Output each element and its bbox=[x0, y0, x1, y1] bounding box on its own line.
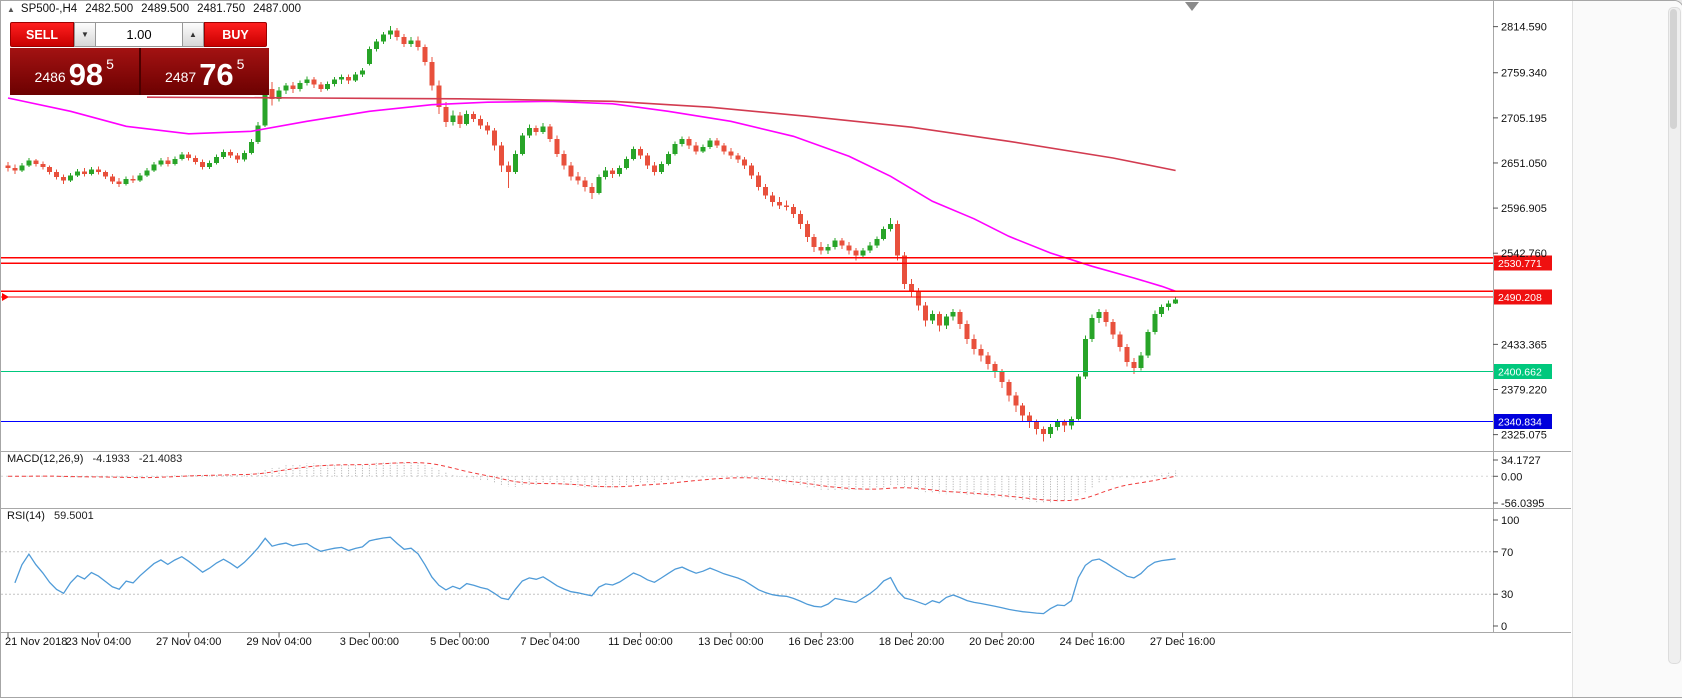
svg-text:0.00: 0.00 bbox=[1501, 471, 1522, 483]
svg-text:2759.340: 2759.340 bbox=[1501, 68, 1547, 80]
svg-text:2433.365: 2433.365 bbox=[1501, 339, 1547, 351]
svg-text:0: 0 bbox=[1501, 621, 1507, 633]
svg-text:2325.075: 2325.075 bbox=[1501, 430, 1547, 442]
sell-button[interactable]: SELL bbox=[10, 22, 74, 47]
macd-signal-value: -21.4083 bbox=[138, 453, 183, 465]
macd-name: MACD(12,26,9) bbox=[7, 453, 84, 465]
buy-price-sup: 5 bbox=[236, 56, 245, 72]
scrollbar-thumb[interactable] bbox=[1670, 9, 1677, 129]
svg-text:2814.590: 2814.590 bbox=[1501, 22, 1547, 34]
volume-input[interactable] bbox=[96, 22, 182, 47]
price-chart[interactable]: 2530.7712490.2082400.6622340.8342814.590… bbox=[1, 1, 1572, 697]
chevron-down-icon: ▼ bbox=[81, 29, 89, 39]
rsi-pane: 100 70 30 0 bbox=[1, 515, 1519, 633]
svg-text:2705.195: 2705.195 bbox=[1501, 113, 1547, 125]
bar-open-value: 2482.500 bbox=[85, 3, 134, 15]
svg-text:30: 30 bbox=[1501, 589, 1513, 601]
support-resistance-levels: 2530.771 2490.208 2400.662 2340.834 bbox=[1, 255, 1552, 429]
chart-symbol-timeframe: SP500-,H4 bbox=[20, 3, 78, 15]
volume-decrease-button[interactable]: ▼ bbox=[74, 22, 96, 47]
svg-text:16 Dec 23:00: 16 Dec 23:00 bbox=[788, 636, 853, 648]
price-axis: 2814.590 2759.340 2705.195 2651.050 2596.905… bbox=[1493, 22, 1547, 442]
rsi-indicator-label: RSI(14) 59.5001 bbox=[7, 510, 94, 522]
svg-text:20 Dec 20:00: 20 Dec 20:00 bbox=[969, 636, 1034, 648]
svg-text:2542.760: 2542.760 bbox=[1501, 248, 1547, 260]
svg-text:13 Dec 00:00: 13 Dec 00:00 bbox=[698, 636, 763, 648]
sell-price-big: 98 bbox=[68, 57, 104, 93]
svg-text:24 Dec 16:00: 24 Dec 16:00 bbox=[1059, 636, 1124, 648]
chart-shift-marker-icon[interactable] bbox=[1185, 2, 1199, 11]
macd-indicator-label: MACD(12,26,9) -4.1933 -21.4083 bbox=[7, 453, 182, 465]
svg-text:23 Nov 04:00: 23 Nov 04:00 bbox=[66, 636, 131, 648]
bar-close-value: 2487.000 bbox=[253, 3, 302, 15]
svg-text:2651.050: 2651.050 bbox=[1501, 158, 1547, 170]
volume-increase-button[interactable]: ▲ bbox=[182, 22, 204, 47]
svg-text:5 Dec 00:00: 5 Dec 00:00 bbox=[430, 636, 489, 648]
chevron-up-icon: ▲ bbox=[189, 29, 197, 39]
svg-text:2379.220: 2379.220 bbox=[1501, 384, 1547, 396]
svg-text:27 Dec 16:00: 27 Dec 16:00 bbox=[1150, 636, 1215, 648]
svg-text:29 Nov 04:00: 29 Nov 04:00 bbox=[246, 636, 311, 648]
macd-main-value: -4.1933 bbox=[92, 453, 130, 465]
svg-text:27 Nov 04:00: 27 Nov 04:00 bbox=[156, 636, 221, 648]
svg-text:7 Dec 04:00: 7 Dec 04:00 bbox=[520, 636, 579, 648]
ma-slow-line bbox=[146, 96, 1176, 172]
svg-text:2400.662: 2400.662 bbox=[1498, 367, 1542, 379]
chart-marker-icon: ▲ bbox=[7, 4, 15, 14]
sell-price-display[interactable]: 2486 98 5 bbox=[10, 48, 139, 95]
svg-text:3 Dec 00:00: 3 Dec 00:00 bbox=[340, 636, 399, 648]
pane-separators bbox=[1, 1, 1571, 633]
rsi-name: RSI(14) bbox=[7, 510, 45, 522]
svg-text:2490.208: 2490.208 bbox=[1498, 292, 1542, 304]
vertical-scrollbar[interactable] bbox=[1668, 7, 1681, 664]
svg-text:2596.905: 2596.905 bbox=[1501, 203, 1547, 215]
bar-high-value: 2489.500 bbox=[141, 3, 190, 15]
one-click-trading-panel: SELL ▼ ▲ BUY 2486 98 5 2487 76 5 bbox=[10, 22, 269, 95]
svg-text:2530.771: 2530.771 bbox=[1498, 258, 1542, 270]
svg-text:21 Nov 2018: 21 Nov 2018 bbox=[5, 636, 67, 648]
svg-text:70: 70 bbox=[1501, 547, 1513, 559]
candles-layer bbox=[5, 25, 1179, 442]
sell-price-sup: 5 bbox=[106, 56, 114, 72]
buy-button[interactable]: BUY bbox=[204, 22, 267, 47]
chart-ohlc-header: ▲ SP500-,H4 2482.500 2489.500 2481.750 2… bbox=[7, 3, 301, 15]
svg-text:100: 100 bbox=[1501, 515, 1519, 527]
svg-text:-56.0395: -56.0395 bbox=[1501, 498, 1544, 510]
buy-price-big: 76 bbox=[199, 57, 234, 93]
rsi-line bbox=[14, 536, 1176, 615]
sell-price-prefix: 2486 bbox=[34, 69, 66, 85]
svg-text:11 Dec 00:00: 11 Dec 00:00 bbox=[608, 636, 673, 648]
window-right-gutter bbox=[1572, 1, 1682, 697]
svg-text:2340.834: 2340.834 bbox=[1498, 416, 1542, 428]
bar-low-value: 2481.750 bbox=[197, 3, 246, 15]
rsi-value: 59.5001 bbox=[53, 510, 94, 522]
level-anchor-icon bbox=[2, 293, 9, 301]
buy-price-display[interactable]: 2487 76 5 bbox=[140, 48, 269, 95]
buy-price-prefix: 2487 bbox=[165, 69, 197, 85]
macd-pane: 34.1727 0.00 -56.0395 bbox=[1, 455, 1544, 510]
svg-text:34.1727: 34.1727 bbox=[1501, 455, 1541, 467]
ma-fast-line bbox=[7, 97, 1176, 293]
svg-text:18 Dec 20:00: 18 Dec 20:00 bbox=[879, 636, 944, 648]
